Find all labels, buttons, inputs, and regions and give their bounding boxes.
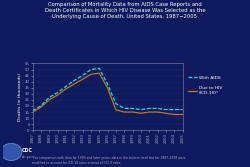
Due to HIV
(ICD-10)* — [139, 112, 142, 114]
Due to HIV
(ICD-10)* — [131, 111, 134, 113]
Due to HIV
(ICD-10)* — [181, 113, 184, 115]
With AIDS — [131, 107, 134, 109]
Line: Due to HIV
(ICD-10)*: Due to HIV (ICD-10)* — [32, 73, 182, 114]
With AIDS — [98, 67, 101, 69]
Due to HIV
(ICD-10)* — [39, 106, 42, 108]
With AIDS — [181, 109, 184, 111]
With AIDS — [148, 107, 151, 109]
With AIDS — [64, 86, 67, 88]
Due to HIV
(ICD-10)* — [123, 111, 126, 113]
Circle shape — [1, 144, 22, 160]
Y-axis label: Deaths (in thousands): Deaths (in thousands) — [18, 73, 22, 121]
Due to HIV
(ICD-10)* — [64, 88, 67, 90]
With AIDS — [173, 109, 176, 111]
With AIDS — [164, 109, 167, 111]
With AIDS — [89, 68, 92, 70]
Due to HIV
(ICD-10)* — [56, 94, 59, 96]
With AIDS — [31, 110, 34, 112]
Due to HIV
(ICD-10)* — [73, 83, 76, 85]
Due to HIV
(ICD-10)* — [106, 87, 109, 89]
Due to HIV
(ICD-10)* — [89, 73, 92, 75]
With AIDS — [123, 107, 126, 109]
Text: cdc.gov: cdc.gov — [22, 155, 32, 159]
Due to HIV
(ICD-10)* — [81, 78, 84, 80]
With AIDS — [106, 83, 109, 85]
Due to HIV
(ICD-10)* — [98, 72, 101, 74]
Due to HIV
(ICD-10)* — [173, 113, 176, 115]
Text: Comparison of Mortality Data from AIDS Case Reports and
Death Certificates in Wh: Comparison of Mortality Data from AIDS C… — [45, 2, 205, 20]
Legend: With AIDS, Due to HIV
(ICD-10)*: With AIDS, Due to HIV (ICD-10)* — [188, 76, 222, 95]
Due to HIV
(ICD-10)* — [148, 111, 151, 113]
Due to HIV
(ICD-10)* — [114, 109, 117, 111]
With AIDS — [81, 75, 84, 77]
Due to HIV
(ICD-10)* — [48, 99, 51, 101]
Line: With AIDS: With AIDS — [32, 68, 182, 111]
Due to HIV
(ICD-10)* — [156, 111, 159, 113]
With AIDS — [139, 109, 142, 111]
Due to HIV
(ICD-10)* — [31, 111, 34, 113]
With AIDS — [56, 92, 59, 94]
Due to HIV
(ICD-10)* — [164, 112, 167, 114]
With AIDS — [114, 103, 117, 105]
With AIDS — [156, 107, 159, 109]
Text: *For comparison with data for 1999 and later years, data in the bottom (red) lin: *For comparison with data for 1999 and l… — [32, 156, 186, 165]
Text: CDC: CDC — [22, 148, 33, 153]
With AIDS — [73, 79, 76, 81]
With AIDS — [48, 97, 51, 99]
With AIDS — [39, 105, 42, 107]
